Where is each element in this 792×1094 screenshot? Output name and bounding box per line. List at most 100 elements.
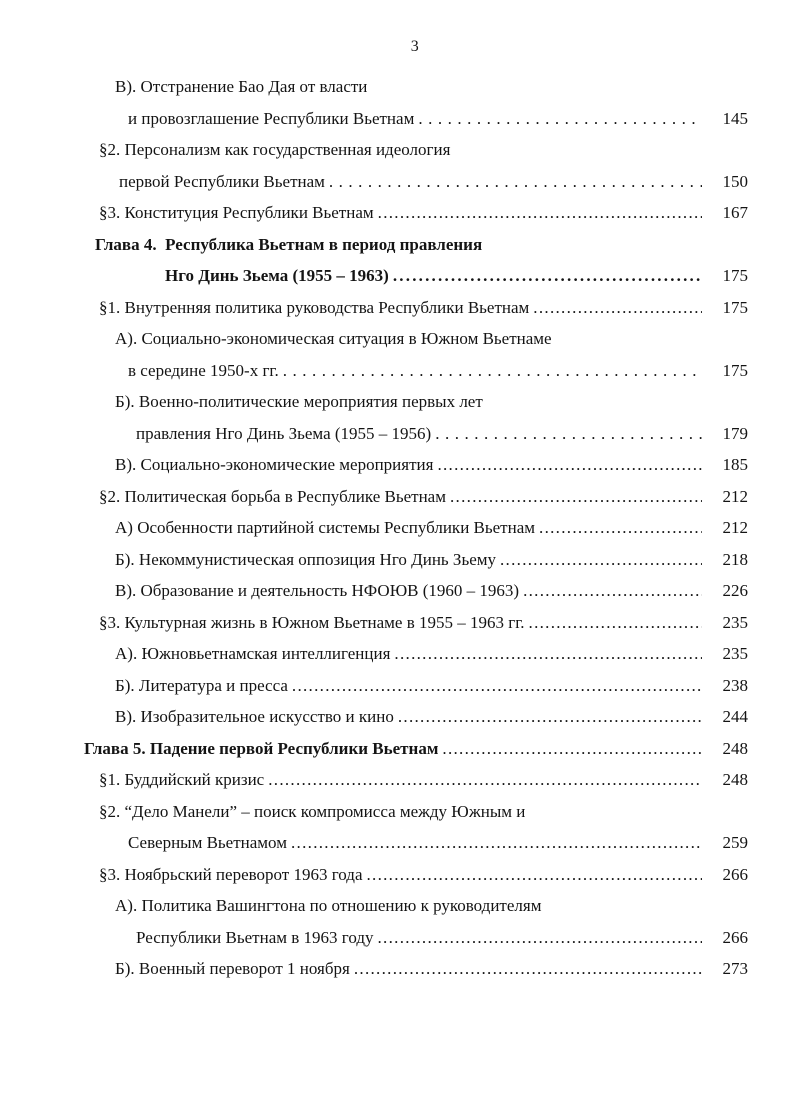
toc-entry-title: §2. “Дело Манели” – поиск компромисса ме… <box>99 801 526 821</box>
toc-entry-title: В). Социально-экономические мероприятия <box>115 455 434 474</box>
toc-leader-dots: ........................................… <box>528 612 702 632</box>
toc-leader-dots: ........................................… <box>523 581 702 600</box>
toc-page-number: 175 <box>722 297 749 317</box>
toc-leader-dots: ........................................… <box>328 171 702 191</box>
toc-entry-title: А). Южновьетнамская интеллигенция <box>115 644 391 663</box>
toc-leader-dots: ........................................… <box>377 203 702 222</box>
toc-leader-dots: ........................................… <box>442 738 702 758</box>
toc-entry: Нго Динь Зьема (1955 – 1963)............… <box>0 260 792 292</box>
toc-page-number: 244 <box>722 707 749 726</box>
toc-entry-title: Республики Вьетнам в 1963 году <box>136 927 374 947</box>
toc-leader-dots: ........................................… <box>394 644 702 663</box>
toc-entry: §1. Внутренняя политика руководства Респ… <box>0 292 792 324</box>
toc-page-number: 248 <box>722 770 749 789</box>
toc-page-number: 235 <box>722 612 749 632</box>
toc-entry: В). Образование и деятельность НФОЮВ (19… <box>0 575 792 607</box>
toc-entry: в середине 1950-х гг....................… <box>0 355 792 387</box>
toc-leader-dots: ........................................… <box>418 108 702 128</box>
toc-entry-title: Б). Военный переворот 1 ноября <box>115 959 350 978</box>
toc-leader-dots: ........................................… <box>539 518 702 537</box>
toc-entry-title: Б). Военно-политические мероприятия перв… <box>115 392 483 411</box>
toc-entry-title: первой Республики Вьетнам <box>119 171 325 191</box>
toc-leader-dots: ........................................… <box>377 927 703 947</box>
toc-leader-dots: ........................................… <box>282 360 702 380</box>
page-number: 3 <box>410 38 420 55</box>
toc-entry-title: Б). Некоммунистическая оппозиция Нго Дин… <box>115 549 496 569</box>
toc-entry-title: §3. Ноябрьский переворот 1963 года <box>99 864 363 884</box>
toc-entry: А). Социально-экономическая ситуация в Ю… <box>0 323 792 355</box>
toc-entry: Глава 5. Падение первой Республики Вьетн… <box>0 733 792 765</box>
toc-leader-dots: ........................................… <box>291 833 702 852</box>
toc-entry: В). Изобразительное искусство и кино....… <box>0 701 792 733</box>
toc-entry-title: В). Образование и деятельность НФОЮВ (19… <box>115 581 520 600</box>
toc-entry: правления Нго Динь Зьема (1955 – 1956)..… <box>0 418 792 450</box>
toc-page-number: 273 <box>722 959 749 978</box>
toc-page-number: 167 <box>722 203 749 222</box>
toc-entry: А). Южновьетнамская интеллигенция.......… <box>0 638 792 670</box>
toc-page-number: 248 <box>722 738 749 758</box>
toc-leader-dots: ........................................… <box>392 266 702 285</box>
toc-leader-dots: ........................................… <box>291 675 702 695</box>
toc-page-number: 266 <box>722 927 749 947</box>
toc-leader-dots: ........................................… <box>397 707 702 726</box>
toc-entry: Б). Литература и пресса.................… <box>0 670 792 702</box>
toc-leader-dots: ........................................… <box>366 864 702 884</box>
toc-leader-dots: ........................................… <box>435 423 702 443</box>
toc-entry-title: §2. Персонализм как государственная идео… <box>99 140 451 159</box>
toc-entry-title: Северным Вьетнамом <box>128 833 287 852</box>
toc-entry: Б). Военно-политические мероприятия перв… <box>0 386 792 418</box>
toc-entry-title: в середине 1950-х гг. <box>128 360 279 380</box>
toc-page-number: 235 <box>722 644 749 663</box>
toc-entry-title: Б). Литература и пресса <box>115 675 288 695</box>
toc-entry: §3. Культурная жизнь в Южном Вьетнаме в … <box>0 607 792 639</box>
toc-entry: А) Особенности партийной системы Республ… <box>0 512 792 544</box>
toc-entry: §3. Ноябрьский переворот 1963 года......… <box>0 859 792 891</box>
toc-leader-dots: ........................................… <box>533 297 702 317</box>
toc-page-number: 175 <box>722 266 749 285</box>
toc-leader-dots: ........................................… <box>450 486 702 506</box>
toc-entry: В). Социально-экономические мероприятия.… <box>0 449 792 481</box>
toc-entry: §2. Персонализм как государственная идео… <box>0 134 792 166</box>
toc-entry-title: В). Изобразительное искусство и кино <box>115 707 394 726</box>
toc-page-number: 212 <box>722 486 749 506</box>
toc-entry: А). Политика Вашингтона по отношению к р… <box>0 890 792 922</box>
toc-entry-title: Глава 5. Падение первой Республики Вьетн… <box>84 738 439 758</box>
toc-entry-title: §3. Культурная жизнь в Южном Вьетнаме в … <box>99 612 525 632</box>
toc-entry-title: и провозглашение Республики Вьетнам <box>128 108 415 128</box>
toc-entry-title: §1. Внутренняя политика руководства Респ… <box>99 297 530 317</box>
toc-entry-title: А) Особенности партийной системы Республ… <box>115 518 536 537</box>
toc-page-number: 238 <box>722 675 749 695</box>
toc-page-number: 175 <box>722 360 749 380</box>
toc-leader-dots: ........................................… <box>500 549 702 569</box>
toc-page-number: 212 <box>722 518 749 537</box>
toc-entry-title: А). Политика Вашингтона по отношению к р… <box>115 896 542 915</box>
toc-entry-title: Нго Динь Зьема (1955 – 1963) <box>165 266 389 285</box>
toc-page-number: 226 <box>722 581 749 600</box>
toc-entry: Б). Военный переворот 1 ноября..........… <box>0 953 792 985</box>
toc-page-number: 179 <box>722 423 749 443</box>
table-of-contents: В). Отстранение Бао Дая от власти и прово… <box>0 71 792 985</box>
toc-page-number: 145 <box>722 108 749 128</box>
toc-entry: В). Отстранение Бао Дая от власти <box>0 71 792 103</box>
toc-entry: §2. Политическая борьба в Республике Вье… <box>0 481 792 513</box>
toc-entry: §2. “Дело Манели” – поиск компромисса ме… <box>0 796 792 828</box>
toc-entry-title: правления Нго Динь Зьема (1955 – 1956) <box>136 423 432 443</box>
toc-entry: Республики Вьетнам в 1963 году..........… <box>0 922 792 954</box>
toc-entry: и провозглашение Республики Вьетнам.....… <box>0 103 792 135</box>
toc-entry: Б). Некоммунистическая оппозиция Нго Дин… <box>0 544 792 576</box>
toc-page-number: 185 <box>722 455 749 474</box>
toc-entry: Северным Вьетнамом......................… <box>0 827 792 859</box>
toc-entry-title: §3. Конституция Республики Вьетнам <box>99 203 374 222</box>
toc-entry-title: §1. Буддийский кризис <box>99 770 265 789</box>
toc-page-number: 266 <box>722 864 749 884</box>
toc-entry: §3. Конституция Республики Вьетнам......… <box>0 197 792 229</box>
toc-entry-title: А). Социально-экономическая ситуация в Ю… <box>115 329 552 348</box>
toc-entry-title: Глава 4. Республика Вьетнам в период пра… <box>95 234 483 254</box>
toc-leader-dots: ........................................… <box>268 770 702 789</box>
toc-page-number: 150 <box>722 171 749 191</box>
toc-entry: §1. Буддийский кризис...................… <box>0 764 792 796</box>
toc-page-number: 218 <box>722 549 749 569</box>
toc-leader-dots: ........................................… <box>437 455 702 474</box>
toc-leader-dots: ........................................… <box>353 959 702 978</box>
